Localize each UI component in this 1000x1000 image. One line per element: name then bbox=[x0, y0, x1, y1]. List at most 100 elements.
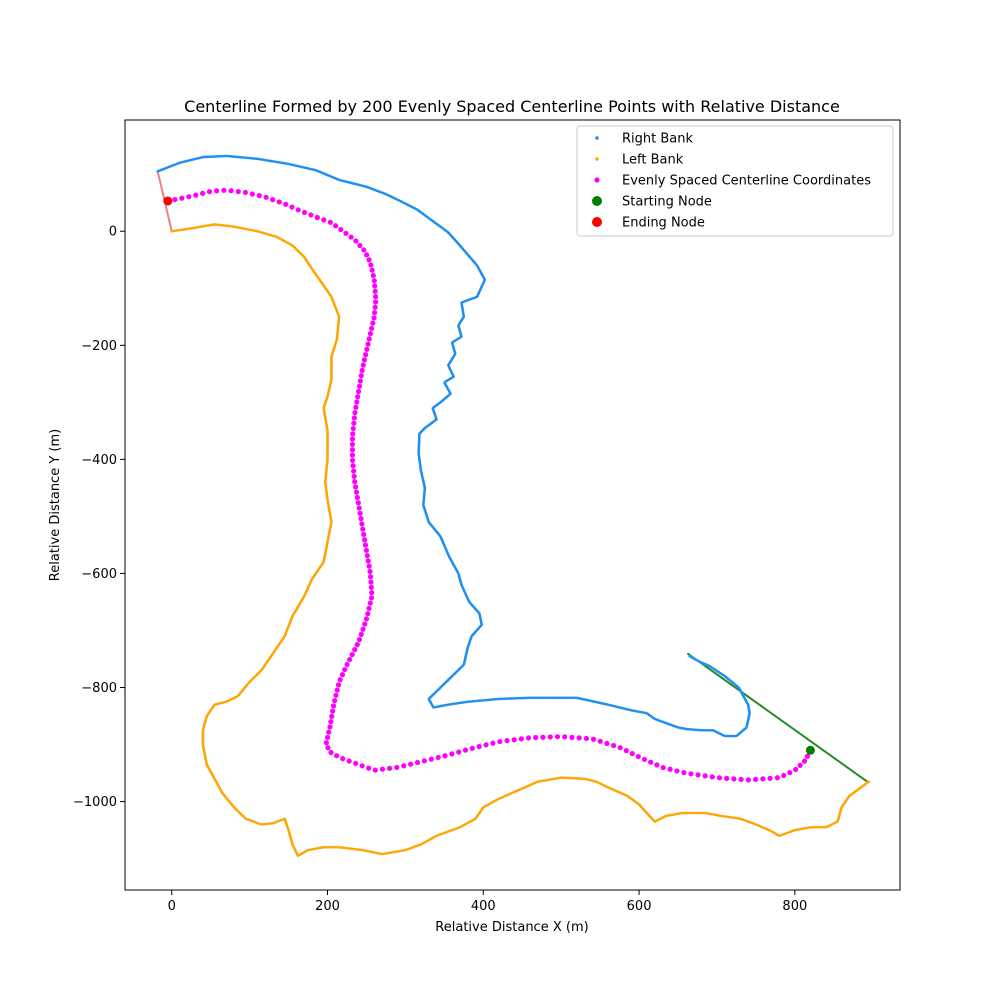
right-bank-point bbox=[597, 701, 601, 704]
left-bank-point bbox=[288, 242, 292, 246]
left-bank-point bbox=[441, 832, 444, 835]
left-bank-point bbox=[698, 811, 701, 815]
centerline-point bbox=[476, 743, 482, 750]
right-bank-point bbox=[446, 703, 449, 707]
centerline-point bbox=[371, 315, 377, 321]
left-bank-point bbox=[230, 697, 233, 701]
left-bank-point bbox=[661, 816, 665, 819]
left-bank-point bbox=[232, 696, 236, 700]
centerline-point bbox=[365, 611, 371, 617]
left-bank-point bbox=[505, 794, 508, 797]
left-bank-point bbox=[170, 229, 174, 233]
right-bank-point bbox=[290, 163, 294, 167]
left-bank-point bbox=[248, 228, 252, 232]
centerline-point bbox=[348, 234, 354, 240]
left-bank-point bbox=[796, 828, 799, 831]
right-bank-point bbox=[630, 709, 633, 712]
centerline-point bbox=[329, 713, 335, 719]
right-bank-point bbox=[709, 728, 713, 732]
left-bank-point bbox=[201, 733, 205, 737]
centerline-point bbox=[349, 436, 356, 442]
left-bank-point bbox=[226, 224, 230, 228]
left-bank-point bbox=[316, 846, 320, 850]
left-bank-point bbox=[339, 846, 342, 849]
centerline-point bbox=[347, 656, 353, 663]
centerline-point bbox=[355, 500, 361, 506]
centerline-point bbox=[363, 352, 369, 358]
left-bank-point bbox=[589, 778, 592, 782]
left-bank-point bbox=[326, 845, 330, 849]
right-bank-point bbox=[201, 155, 205, 159]
right-bank-point bbox=[272, 160, 275, 163]
left-bank-point bbox=[569, 776, 573, 780]
left-bank-point bbox=[549, 778, 553, 781]
left-bank-point bbox=[334, 845, 337, 849]
centerline-point bbox=[753, 776, 759, 782]
left-bank-point bbox=[207, 224, 210, 227]
legend: Right Bank Left Bank Evenly Spaced Centerl… bbox=[576, 125, 894, 237]
centerline-point bbox=[358, 631, 364, 637]
left-bank-point bbox=[791, 829, 795, 833]
right-bank-point bbox=[675, 725, 679, 729]
left-bank-point bbox=[267, 233, 271, 236]
left-bank-point bbox=[297, 854, 300, 857]
left-bank-point bbox=[520, 787, 523, 791]
x-tick-label: 400 bbox=[471, 899, 496, 914]
right-bank-point bbox=[360, 184, 363, 187]
left-bank-point bbox=[246, 227, 249, 231]
centerline-point bbox=[504, 738, 510, 744]
left-bank-point bbox=[675, 812, 679, 816]
right-bank-point bbox=[688, 654, 691, 658]
centerline-point bbox=[695, 772, 701, 778]
left-bank-point bbox=[557, 776, 560, 780]
right-bank-point bbox=[364, 185, 367, 188]
centerline-point bbox=[235, 188, 241, 195]
right-bank-point bbox=[574, 696, 578, 700]
left-bank-point bbox=[613, 788, 616, 792]
right-bank-point bbox=[231, 155, 235, 158]
legend-marker bbox=[594, 177, 600, 183]
centerline-point bbox=[361, 537, 368, 543]
right-bank-point bbox=[309, 167, 312, 171]
left-bank-point bbox=[759, 825, 763, 828]
right-bank-point bbox=[280, 161, 284, 165]
centerline-point bbox=[590, 736, 597, 742]
x-tick-label: 0 bbox=[168, 899, 176, 914]
starting-cross-section-line bbox=[686, 652, 870, 784]
right-bank-point bbox=[229, 155, 233, 158]
left-bank-point bbox=[577, 777, 580, 780]
right-bank-point bbox=[677, 726, 681, 729]
right-bank-point bbox=[444, 703, 447, 707]
centerline-point bbox=[372, 309, 378, 316]
left-bank-point bbox=[329, 845, 332, 849]
right-bank-point bbox=[493, 698, 496, 701]
left-bank-point bbox=[400, 849, 403, 853]
right-bank-point bbox=[638, 710, 642, 714]
left-bank-point bbox=[492, 800, 496, 803]
right-bank-point bbox=[486, 698, 490, 702]
left-bank-point bbox=[462, 823, 466, 827]
right-bank-point bbox=[242, 156, 246, 159]
centerline-point bbox=[283, 201, 289, 207]
right-bank-point bbox=[636, 710, 640, 713]
centerline-point bbox=[333, 223, 339, 229]
centerline-point bbox=[394, 764, 400, 771]
centerline-point bbox=[674, 768, 680, 774]
right-bank-point bbox=[705, 728, 708, 732]
centerline-point bbox=[442, 753, 448, 759]
centerline-point bbox=[338, 226, 344, 233]
centerline-point bbox=[351, 473, 357, 479]
centerline-point bbox=[295, 207, 301, 213]
centerline-point bbox=[688, 771, 694, 777]
right-bank-point bbox=[339, 179, 343, 182]
left-bank-point bbox=[468, 820, 472, 823]
left-bank-point bbox=[579, 777, 583, 780]
right-bank-point bbox=[520, 696, 524, 700]
right-bank-point bbox=[267, 159, 271, 163]
y-tick-label: −600 bbox=[81, 567, 117, 582]
right-bank-point bbox=[286, 162, 290, 166]
right-bank-point bbox=[274, 160, 277, 164]
starting-node bbox=[805, 745, 815, 755]
right-bank-point bbox=[557, 696, 561, 700]
left-bank-point bbox=[708, 812, 711, 816]
